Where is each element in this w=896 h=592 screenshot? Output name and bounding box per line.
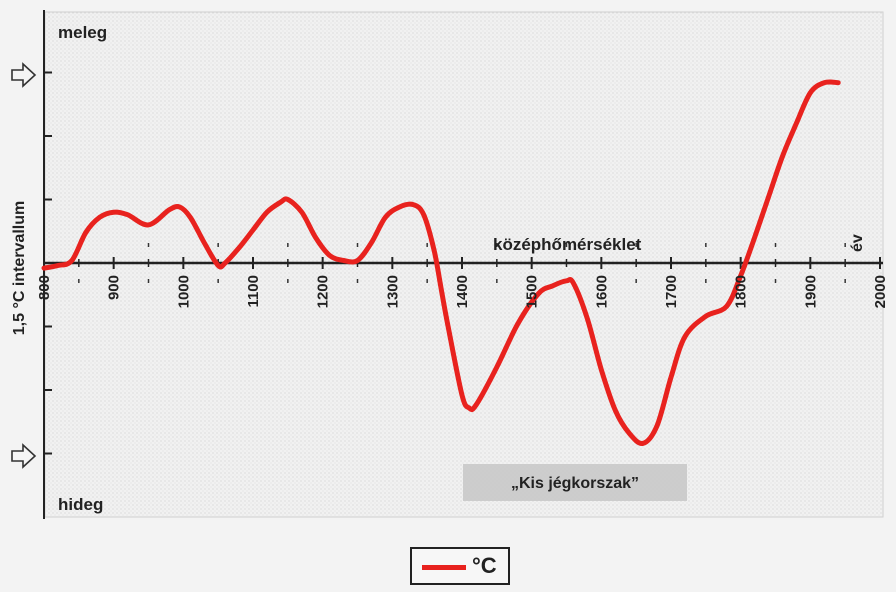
warm-arrow-icon [11,62,37,88]
top-label: meleg [58,23,107,42]
legend-swatch [422,565,466,570]
x-tick-label: 1900 [802,275,819,308]
x-tick-label: 1700 [663,275,680,308]
x-tick-label: 1200 [315,275,332,308]
x-tick-label: 1300 [384,275,401,308]
bottom-label: hideg [58,495,103,514]
x-unit-label: év [849,234,866,252]
annotation-label: „Kis jégkorszak” [511,475,639,492]
x-tick-label: 1400 [454,275,471,308]
annotation-band [463,464,687,501]
baseline-label: középhőmérséklet [493,235,642,254]
x-tick-label: 800 [36,275,53,300]
x-tick-label: 1100 [245,275,262,308]
y-axis-label: 1,5 °C intervallum [11,201,28,335]
x-tick-label: 900 [106,275,123,300]
x-tick-label: 2000 [872,275,889,308]
plot-area [44,11,884,518]
cold-arrow-icon [11,443,37,469]
x-tick-label: 1500 [524,275,541,308]
x-tick-label: 1600 [593,275,610,308]
x-tick-label: 1800 [733,275,750,308]
legend-label: °C [472,553,497,578]
legend: °C [410,547,510,585]
series-line-celsius [41,79,841,446]
x-tick-label: 1000 [175,275,192,308]
